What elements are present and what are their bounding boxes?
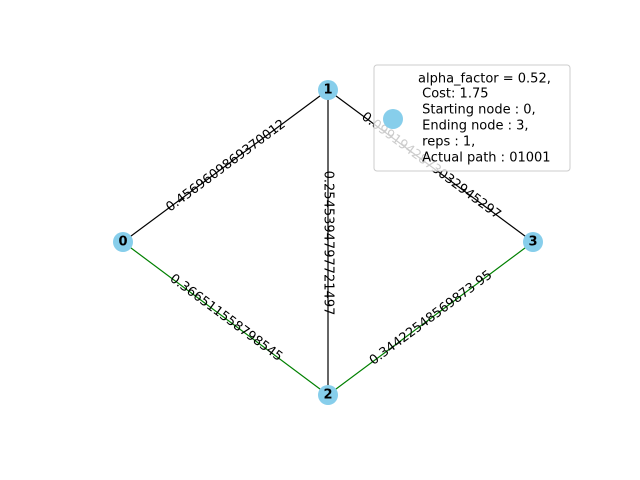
legend-line-1: alpha_factor = 0.52, bbox=[418, 72, 551, 87]
node-label-1: 1 bbox=[323, 83, 332, 98]
edge-label-2-3: 0.34422548569873 95 bbox=[367, 268, 495, 369]
legend: alpha_factor = 0.52, Cost: 1.75 Starting… bbox=[374, 65, 570, 171]
legend-line-6: Actual path : 01001 bbox=[418, 151, 551, 166]
edge-label-0-2: 0.366511558798545 bbox=[167, 271, 286, 364]
node-label-2: 2 bbox=[323, 388, 332, 403]
legend-line-2: Cost: 1.75 bbox=[418, 87, 489, 102]
node-label-0: 0 bbox=[118, 235, 127, 250]
legend-line-3: Starting node : 0, bbox=[418, 103, 536, 118]
edge-label-1-2: 0.2545394797721497 bbox=[321, 171, 336, 316]
node-label-3: 3 bbox=[528, 235, 537, 250]
legend-line-5: reps : 1, bbox=[418, 135, 475, 150]
edge-label-0-1: 0.4569609869370012 bbox=[163, 117, 288, 215]
legend-line-4: Ending node : 3, bbox=[418, 119, 529, 134]
legend-marker bbox=[383, 109, 403, 129]
